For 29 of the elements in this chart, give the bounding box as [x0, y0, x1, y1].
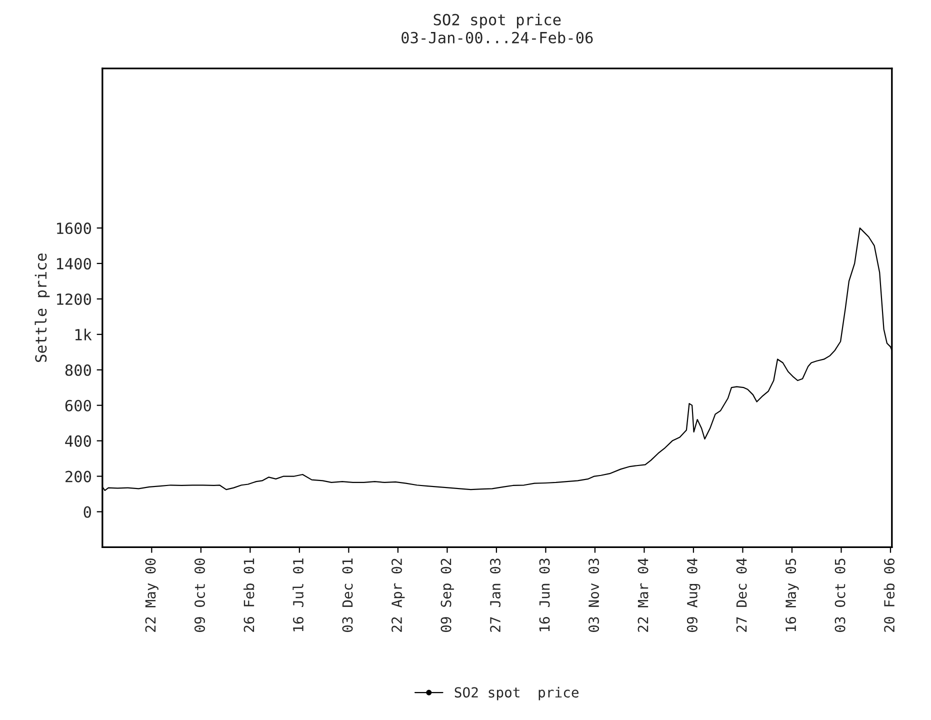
x-tick-label: 09 Oct 00	[194, 558, 205, 632]
chart-subtitle: 03-Jan-00...24-Feb-06	[402, 32, 593, 44]
x-tick-label: 03 Oct 05	[834, 558, 846, 632]
x-tick-label: 16 Jul 01	[292, 558, 304, 632]
y-axis-title: Settle price	[34, 254, 50, 362]
x-tick-label: 09 Aug 04	[686, 558, 700, 632]
x-tick-label: 03 Dec 01	[342, 558, 353, 632]
y-tick-label: 1k	[75, 328, 92, 340]
x-tick-label: 22 Mar 04	[638, 558, 648, 632]
y-tick-label: 400	[65, 435, 92, 447]
x-tick-label: 27 Jan 03	[490, 558, 501, 632]
y-tick-label: 600	[65, 400, 92, 412]
y-tick-label: 1200	[57, 293, 92, 305]
x-tick-label: 22 Apr 02	[392, 558, 405, 632]
x-tick-label: 27 Dec 04	[736, 558, 747, 632]
y-tick-label: 0	[84, 506, 92, 518]
y-tick-label: 1400	[57, 258, 92, 270]
x-tick-label: 16 Jun 03	[539, 558, 550, 632]
chart-title: SO2 spot price	[434, 14, 561, 28]
x-tick-label: 20 Feb 06	[884, 558, 895, 632]
legend-label: SO2 spot price	[454, 686, 578, 700]
y-tick-label: 200	[66, 470, 92, 482]
x-tick-label: 22 May 00	[145, 558, 158, 632]
x-tick-label: 09 Sep 02	[440, 558, 454, 632]
x-tick-label: 16 May 05	[786, 558, 799, 632]
x-tick-label: 26 Feb 01	[243, 558, 254, 632]
y-tick-label: 800	[65, 364, 92, 376]
x-tick-label: 03 Nov 03	[588, 558, 600, 632]
y-tick-label: 1600	[57, 222, 92, 234]
